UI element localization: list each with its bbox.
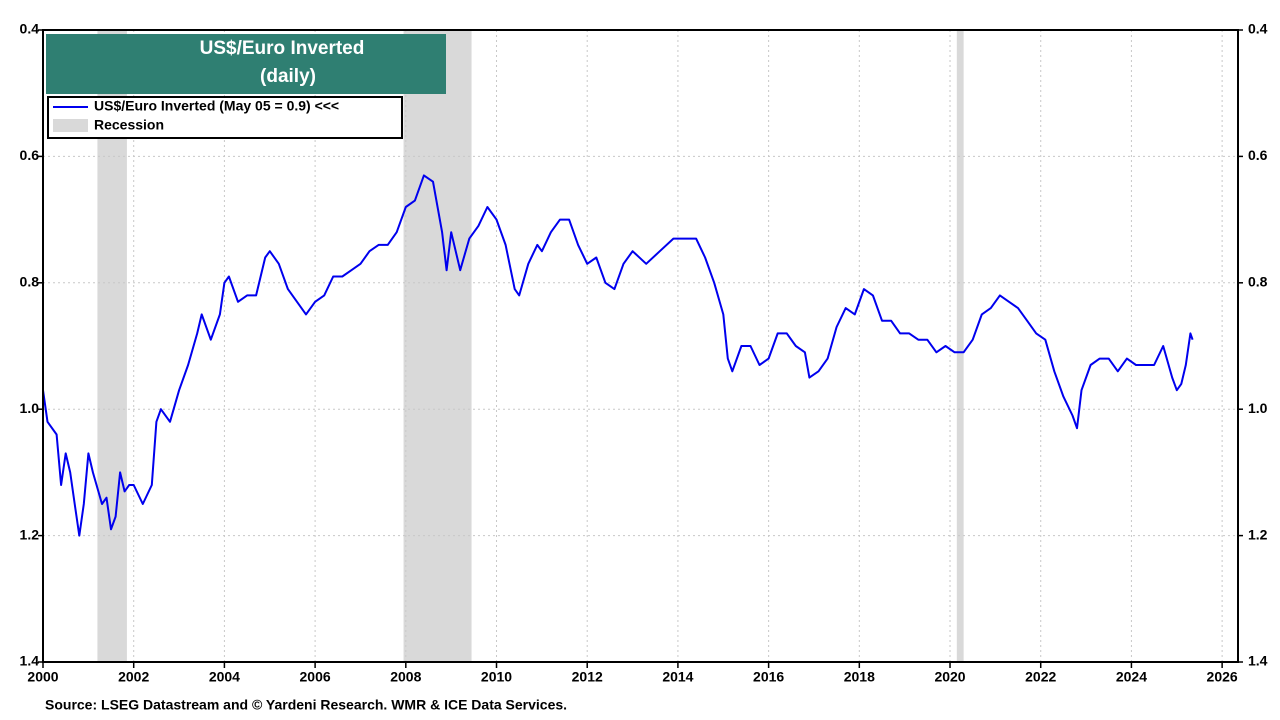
y-tick-label: 0.4 [20, 21, 40, 37]
x-tick-label: 2004 [209, 669, 240, 685]
x-tick-label: 2022 [1025, 669, 1056, 685]
legend-label: Recession [94, 117, 164, 133]
recession-band [403, 30, 472, 662]
chart-subtitle: (daily) [260, 66, 316, 87]
x-tick-label: 2016 [753, 669, 784, 685]
y2-tick-label: 1.2 [1248, 526, 1268, 542]
legend-label: US$/Euro Inverted (May 05 = 0.9) <<< [94, 98, 339, 114]
x-tick-label: 2012 [572, 669, 603, 685]
plot-frame [42, 29, 1239, 663]
source-note: Source: LSEG Datastream and © Yardeni Re… [45, 697, 567, 713]
x-tick-label: 2008 [390, 669, 421, 685]
y-tick-label: 1.0 [20, 400, 40, 416]
title-box [46, 34, 446, 94]
x-tick-label: 2020 [934, 669, 965, 685]
x-tick-label: 2006 [300, 669, 331, 685]
y2-tick-label: 0.6 [1248, 147, 1268, 163]
x-tick-label: 2026 [1207, 669, 1238, 685]
chart-title: US$/Euro Inverted [200, 38, 365, 59]
x-tick-label: 2014 [662, 669, 693, 685]
x-tick-label: 2018 [844, 669, 875, 685]
data-line [42, 174, 1194, 537]
legend-swatch [53, 119, 88, 132]
x-tick-label: 2002 [118, 669, 149, 685]
y-tick-label: 0.6 [20, 147, 40, 163]
y-tick-label: 1.4 [20, 653, 40, 669]
x-tick-label: 2000 [27, 669, 58, 685]
y2-tick-label: 0.8 [1248, 274, 1268, 290]
x-tick-label: 2010 [481, 669, 512, 685]
y2-tick-label: 1.0 [1248, 400, 1268, 416]
x-tick-label: 2024 [1116, 669, 1147, 685]
recession-band [956, 30, 964, 662]
y-tick-label: 1.2 [20, 526, 40, 542]
legend-box [47, 96, 403, 139]
y-tick-label: 0.8 [20, 274, 40, 290]
y2-tick-label: 1.4 [1248, 653, 1268, 669]
y2-tick-label: 0.4 [1248, 21, 1268, 37]
